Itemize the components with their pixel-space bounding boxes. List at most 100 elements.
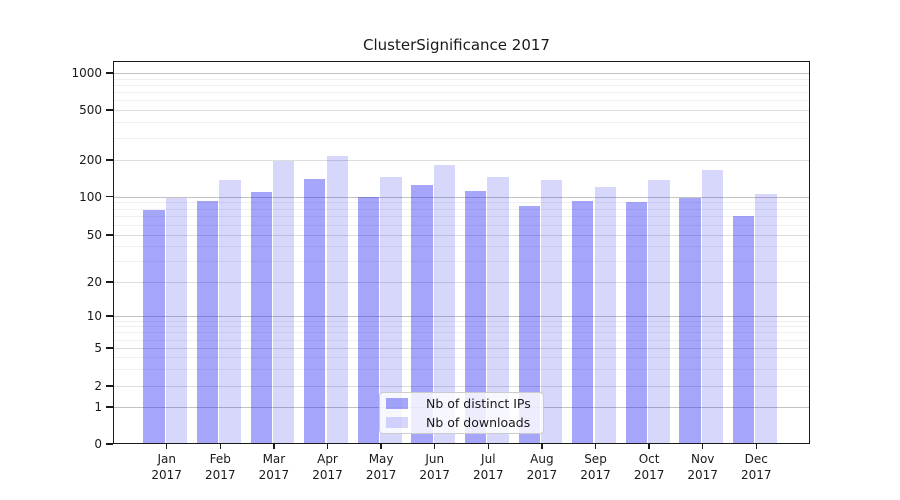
bar-distinct-ips-sep [572, 200, 594, 444]
legend: Nb of distinct IPs Nb of downloads [379, 392, 544, 434]
x-tick-year: 2017 [258, 467, 290, 482]
x-tick-year: 2017 [419, 467, 450, 482]
gridline [113, 122, 810, 124]
gridline [113, 110, 810, 111]
x-tick-mark [273, 444, 275, 449]
x-tick-year: 2017 [633, 467, 665, 482]
gridline [113, 339, 810, 341]
gridline [113, 332, 810, 334]
legend-swatch-distinct-ips-icon [386, 398, 408, 409]
x-tick-label: Dec 2017 [726, 452, 786, 483]
plot-area [113, 61, 810, 444]
gridline [113, 196, 810, 198]
y-tick-label: 200 [79, 153, 102, 167]
x-tick-mark [594, 444, 597, 449]
gridline [113, 137, 810, 139]
x-tick-mark [541, 444, 543, 449]
y-tick-mark [106, 443, 113, 445]
x-tick-year: 2017 [473, 467, 504, 482]
x-tick-label: Feb 2017 [190, 452, 250, 483]
y-tick-label: 2 [94, 379, 102, 393]
y-tick-mark [106, 159, 113, 161]
gridline [113, 160, 810, 161]
bar-downloads-nov [701, 170, 724, 444]
x-tick-label: Sep 2017 [566, 452, 626, 483]
gridline [113, 84, 810, 86]
gridline [113, 100, 810, 102]
x-tick-label: May 2017 [351, 452, 411, 483]
x-tick-year: 2017 [312, 467, 343, 482]
gridline [113, 386, 810, 387]
bar-downloads-sep [594, 187, 617, 444]
bar-downloads-aug [540, 179, 563, 444]
gridline [113, 208, 810, 210]
x-tick-label: Nov 2017 [673, 452, 733, 483]
y-tick-mark [106, 385, 113, 387]
y-tick-label: 1000 [71, 66, 102, 80]
legend-label-downloads: Nb of downloads [426, 415, 531, 430]
x-tick-mark [487, 444, 490, 449]
y-tick-mark [106, 109, 113, 111]
bar-distinct-ips-aug [518, 205, 540, 444]
gridline [113, 246, 810, 248]
y-tick-mark [106, 347, 113, 349]
bar-distinct-ips-jul [464, 191, 487, 444]
gridline [113, 78, 810, 80]
y-tick-mark [106, 195, 113, 198]
gridline [113, 326, 810, 328]
y-tick-mark [106, 315, 113, 317]
chart-title: ClusterSignificance 2017 [363, 36, 550, 54]
bar-downloads-jan [165, 198, 188, 444]
x-tick-mark [380, 444, 382, 449]
legend-swatch-downloads-icon [386, 417, 408, 428]
legend-entry-distinct-ips: Nb of distinct IPs [386, 395, 543, 412]
gridline [113, 73, 810, 74]
x-tick-year: 2017 [580, 467, 611, 482]
y-tick-label: 5 [94, 341, 102, 355]
x-tick-mark [701, 444, 704, 449]
x-tick-year: 2017 [205, 467, 236, 482]
x-tick-label: Apr 2017 [298, 452, 358, 483]
x-tick-year: 2017 [365, 467, 397, 482]
bar-distinct-ips-jan [143, 210, 165, 444]
gridline [113, 357, 810, 359]
y-tick-label: 0 [94, 437, 102, 451]
x-tick-mark [433, 444, 436, 449]
bar-downloads-mar [272, 160, 295, 444]
x-tick-mark [755, 444, 758, 449]
bar-distinct-ips-feb [196, 201, 219, 444]
bar-distinct-ips-oct [625, 202, 648, 444]
x-tick-mark [326, 444, 329, 449]
x-tick-year: 2017 [526, 467, 558, 482]
y-tick-label: 10 [86, 309, 102, 323]
bar-downloads-jul [487, 176, 509, 444]
gridline [113, 202, 810, 204]
bar-distinct-ips-nov [679, 198, 701, 444]
gridline [113, 235, 810, 236]
x-tick-mark [219, 444, 222, 449]
bar-downloads-jun [433, 164, 456, 444]
gridline [113, 261, 810, 263]
gridline [113, 316, 810, 317]
x-tick-year: 2017 [151, 467, 182, 482]
bar-distinct-ips-dec [732, 216, 755, 444]
bar-distinct-ips-may [357, 196, 380, 444]
bar-downloads-feb [219, 179, 241, 444]
y-tick-label: 20 [86, 275, 102, 289]
gridline [113, 282, 810, 283]
x-tick-year: 2017 [687, 467, 718, 482]
x-tick-label: Jul 2017 [458, 452, 518, 483]
bar-downloads-may [380, 177, 402, 444]
y-tick-mark [106, 72, 113, 74]
x-tick-label: Mar 2017 [244, 452, 304, 483]
x-tick-year: 2017 [741, 467, 772, 482]
legend-label-distinct-ips: Nb of distinct IPs [426, 396, 531, 411]
y-tick-label: 500 [79, 103, 102, 117]
bar-distinct-ips-apr [304, 178, 326, 444]
gridline [113, 224, 810, 226]
bar-distinct-ips-mar [250, 191, 272, 444]
gridline [113, 92, 810, 94]
x-tick-label: Jan 2017 [137, 452, 197, 483]
gridline [113, 320, 810, 322]
